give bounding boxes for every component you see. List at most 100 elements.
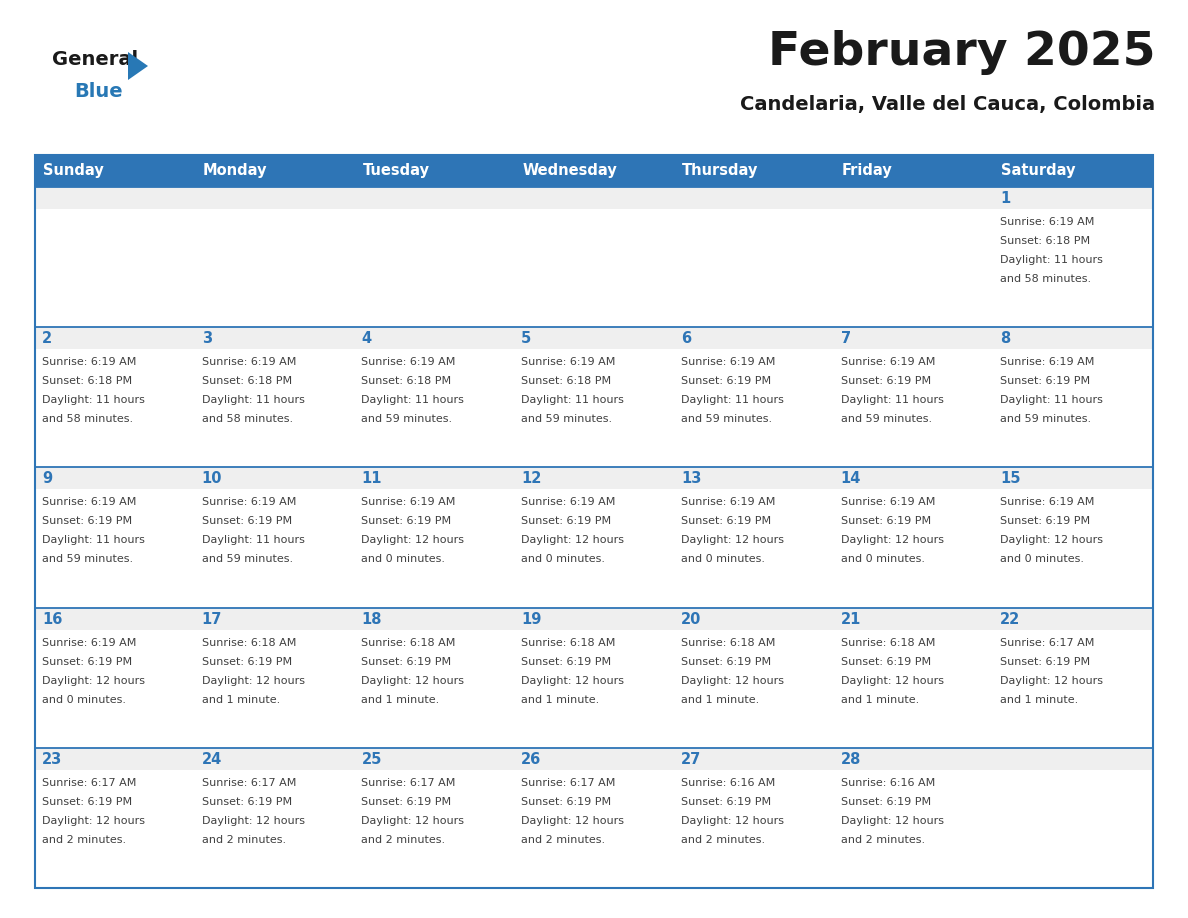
Text: Sunrise: 6:19 AM: Sunrise: 6:19 AM (841, 357, 935, 367)
Text: Sunset: 6:18 PM: Sunset: 6:18 PM (1000, 236, 1091, 246)
Text: Daylight: 12 hours: Daylight: 12 hours (361, 816, 465, 826)
Text: Sunday: Sunday (43, 163, 103, 178)
FancyBboxPatch shape (354, 748, 514, 770)
Text: Daylight: 12 hours: Daylight: 12 hours (361, 676, 465, 686)
FancyBboxPatch shape (34, 327, 195, 349)
Text: Tuesday: Tuesday (362, 163, 429, 178)
Text: Sunset: 6:19 PM: Sunset: 6:19 PM (42, 517, 132, 526)
Text: Sunrise: 6:19 AM: Sunrise: 6:19 AM (361, 498, 456, 508)
Text: and 1 minute.: and 1 minute. (1000, 695, 1079, 705)
Text: Sunset: 6:19 PM: Sunset: 6:19 PM (841, 797, 930, 807)
Text: and 1 minute.: and 1 minute. (841, 695, 918, 705)
Text: Sunrise: 6:19 AM: Sunrise: 6:19 AM (202, 357, 296, 367)
Text: Thursday: Thursday (682, 163, 758, 178)
Text: 4: 4 (361, 331, 372, 346)
FancyBboxPatch shape (514, 467, 674, 489)
Text: Sunrise: 6:19 AM: Sunrise: 6:19 AM (202, 498, 296, 508)
Text: and 59 minutes.: and 59 minutes. (522, 414, 612, 424)
Text: Daylight: 12 hours: Daylight: 12 hours (42, 676, 145, 686)
Text: Sunset: 6:19 PM: Sunset: 6:19 PM (361, 517, 451, 526)
Text: Daylight: 12 hours: Daylight: 12 hours (1000, 676, 1104, 686)
Text: 24: 24 (202, 752, 222, 767)
FancyBboxPatch shape (674, 608, 834, 630)
FancyBboxPatch shape (514, 489, 674, 608)
Text: Daylight: 11 hours: Daylight: 11 hours (1000, 255, 1104, 265)
FancyBboxPatch shape (834, 489, 993, 608)
FancyBboxPatch shape (674, 770, 834, 888)
FancyBboxPatch shape (354, 187, 514, 209)
Text: Sunset: 6:19 PM: Sunset: 6:19 PM (1000, 376, 1091, 386)
FancyBboxPatch shape (34, 630, 195, 748)
Text: General: General (52, 50, 138, 69)
Text: 18: 18 (361, 611, 381, 627)
Text: 10: 10 (202, 472, 222, 487)
Text: and 0 minutes.: and 0 minutes. (1000, 554, 1085, 565)
FancyBboxPatch shape (834, 467, 993, 489)
FancyBboxPatch shape (993, 608, 1154, 630)
Text: and 59 minutes.: and 59 minutes. (1000, 414, 1092, 424)
Text: Daylight: 11 hours: Daylight: 11 hours (202, 535, 304, 545)
Text: 6: 6 (681, 331, 691, 346)
Text: Daylight: 12 hours: Daylight: 12 hours (202, 676, 304, 686)
Text: 11: 11 (361, 472, 381, 487)
Text: Sunset: 6:19 PM: Sunset: 6:19 PM (522, 517, 612, 526)
Text: 8: 8 (1000, 331, 1011, 346)
Text: and 0 minutes.: and 0 minutes. (361, 554, 446, 565)
FancyBboxPatch shape (834, 209, 993, 327)
Text: Sunset: 6:19 PM: Sunset: 6:19 PM (681, 517, 771, 526)
Text: Sunset: 6:19 PM: Sunset: 6:19 PM (841, 517, 930, 526)
Text: Daylight: 12 hours: Daylight: 12 hours (361, 535, 465, 545)
Text: Sunset: 6:18 PM: Sunset: 6:18 PM (42, 376, 132, 386)
FancyBboxPatch shape (195, 467, 354, 489)
Text: Daylight: 12 hours: Daylight: 12 hours (841, 816, 943, 826)
Text: Sunset: 6:19 PM: Sunset: 6:19 PM (841, 656, 930, 666)
Text: Sunrise: 6:18 AM: Sunrise: 6:18 AM (841, 638, 935, 647)
Text: 2: 2 (42, 331, 52, 346)
Text: 5: 5 (522, 331, 531, 346)
FancyBboxPatch shape (354, 349, 514, 467)
Text: and 58 minutes.: and 58 minutes. (42, 414, 133, 424)
Text: Daylight: 12 hours: Daylight: 12 hours (522, 535, 624, 545)
FancyBboxPatch shape (34, 155, 1154, 187)
FancyBboxPatch shape (674, 630, 834, 748)
Text: 14: 14 (841, 472, 861, 487)
Text: Sunset: 6:19 PM: Sunset: 6:19 PM (681, 376, 771, 386)
Text: Sunrise: 6:17 AM: Sunrise: 6:17 AM (42, 778, 137, 788)
FancyBboxPatch shape (674, 349, 834, 467)
FancyBboxPatch shape (354, 630, 514, 748)
FancyBboxPatch shape (514, 770, 674, 888)
FancyBboxPatch shape (514, 349, 674, 467)
Text: Daylight: 12 hours: Daylight: 12 hours (841, 676, 943, 686)
Text: Sunrise: 6:16 AM: Sunrise: 6:16 AM (841, 778, 935, 788)
Text: Sunset: 6:19 PM: Sunset: 6:19 PM (522, 656, 612, 666)
Text: Daylight: 11 hours: Daylight: 11 hours (42, 535, 145, 545)
Text: and 2 minutes.: and 2 minutes. (522, 834, 605, 845)
Text: Sunrise: 6:19 AM: Sunrise: 6:19 AM (361, 357, 456, 367)
Text: Sunrise: 6:19 AM: Sunrise: 6:19 AM (681, 498, 776, 508)
Text: Saturday: Saturday (1001, 163, 1076, 178)
Text: Daylight: 12 hours: Daylight: 12 hours (42, 816, 145, 826)
Text: and 1 minute.: and 1 minute. (202, 695, 280, 705)
Text: Sunset: 6:19 PM: Sunset: 6:19 PM (42, 656, 132, 666)
Text: Sunrise: 6:18 AM: Sunrise: 6:18 AM (522, 638, 615, 647)
Text: Sunrise: 6:19 AM: Sunrise: 6:19 AM (1000, 498, 1094, 508)
FancyBboxPatch shape (354, 467, 514, 489)
FancyBboxPatch shape (195, 489, 354, 608)
Text: 15: 15 (1000, 472, 1020, 487)
FancyBboxPatch shape (354, 489, 514, 608)
Text: and 1 minute.: and 1 minute. (681, 695, 759, 705)
FancyBboxPatch shape (834, 608, 993, 630)
Text: and 2 minutes.: and 2 minutes. (841, 834, 924, 845)
Text: Sunset: 6:19 PM: Sunset: 6:19 PM (361, 797, 451, 807)
FancyBboxPatch shape (195, 630, 354, 748)
Text: and 1 minute.: and 1 minute. (522, 695, 600, 705)
Text: Daylight: 12 hours: Daylight: 12 hours (681, 676, 784, 686)
FancyBboxPatch shape (195, 770, 354, 888)
FancyBboxPatch shape (195, 349, 354, 467)
FancyBboxPatch shape (993, 489, 1154, 608)
FancyBboxPatch shape (514, 748, 674, 770)
FancyBboxPatch shape (34, 748, 195, 770)
Text: 9: 9 (42, 472, 52, 487)
FancyBboxPatch shape (674, 489, 834, 608)
FancyBboxPatch shape (674, 327, 834, 349)
